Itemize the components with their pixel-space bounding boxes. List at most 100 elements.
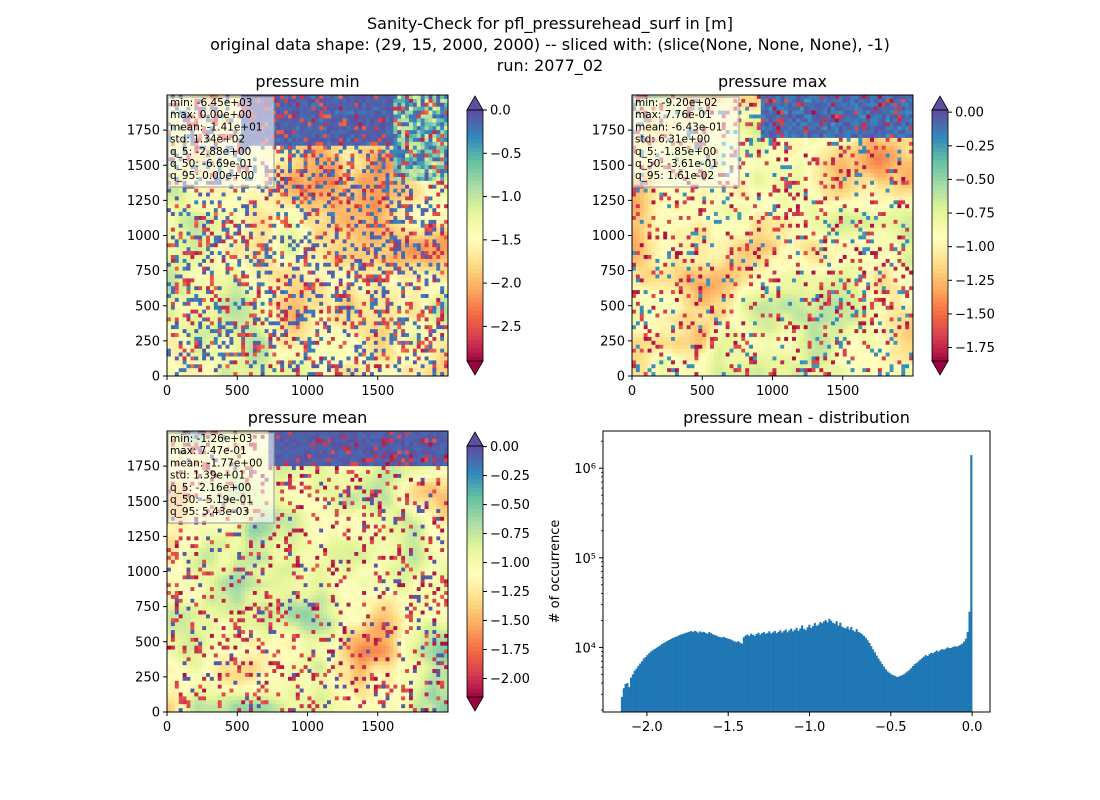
heatmap-cell [311,294,316,299]
heatmap-cell [377,227,383,232]
heatmap-cell [170,266,176,272]
heatmap-cell [412,134,418,139]
heatmap-cell [287,196,293,201]
heatmap-cell [311,329,316,334]
heatmap-cell [241,231,246,236]
heatmap-cell [260,223,265,229]
heatmap-cell [420,122,425,127]
heatmap-cell [248,212,254,217]
heatmap-cell [202,290,207,295]
heatmap-cell [350,169,355,174]
heatmap-cell [334,235,340,240]
heatmap-cell [276,137,281,143]
heatmap-cell [260,301,265,307]
heatmap-cell [202,223,207,229]
heatmap-cell [167,274,172,279]
heatmap-cell [354,239,359,244]
heatmap-cell [260,227,265,232]
heatmap-cell [416,153,422,158]
heatmap-cell [346,321,351,326]
heatmap-cell [167,196,172,201]
heatmap-cell [170,208,176,213]
heatmap-cell [373,188,379,193]
heatmap-cell [405,235,410,240]
heatmap-cell [408,161,414,166]
heatmap-cell [217,360,223,365]
heatmap-cell [342,169,347,174]
heatmap-cell [424,188,429,193]
heatmap-cell [334,173,340,178]
heatmap-cell [346,305,351,311]
heatmap-cell [170,212,176,217]
heatmap-cell [338,145,344,151]
heatmap-cell [221,325,226,330]
heatmap-cell [342,251,347,256]
heatmap-cell [362,239,367,244]
heatmap-cell [342,212,347,217]
heatmap-cell [436,360,441,365]
heatmap-cell [186,344,191,350]
heatmap-cell [307,321,312,326]
heatmap-cell [241,188,246,193]
heatmap-cell [350,130,355,135]
heatmap-cell [170,352,176,357]
heatmap-cell [167,227,172,232]
heatmap-cell [311,212,316,217]
heatmap-cell [276,333,281,338]
heatmap-cell [436,356,441,361]
heatmap-cell [272,137,277,143]
heatmap-cell [373,219,379,225]
heatmap-cell [221,348,226,353]
heatmap-cell [272,282,277,287]
heatmap-cell [248,204,254,209]
heatmap-cell [241,348,246,353]
heatmap-cell [424,301,429,307]
heatmap-cell [389,352,394,357]
heatmap-cell [416,173,422,178]
heatmap-cell [401,126,406,131]
heatmap-cell [334,255,340,260]
heatmap-cell [366,235,371,240]
heatmap-cell [276,286,281,291]
heatmap-cell [252,247,258,252]
heatmap-cell [295,141,301,147]
heatmap-cell [424,258,429,264]
heatmap-cell [272,270,277,275]
heatmap-cell [412,301,418,307]
heatmap-cell [428,169,433,174]
heatmap-cell [311,243,316,248]
heatmap-cell [182,192,187,197]
heatmap-cell [358,102,363,108]
heatmap-cell [358,149,363,154]
heatmap-cell [408,329,414,334]
heatmap-cell [342,106,347,112]
heatmap-cell [412,180,418,186]
heatmap-cell [377,192,383,197]
heatmap-cell [287,235,293,240]
heatmap-cell [362,200,367,205]
heatmap-cell [323,336,328,342]
heatmap-cell [327,141,332,147]
heatmap-cell [397,114,402,119]
heatmap-cell [295,215,301,221]
heatmap-cell [377,169,383,174]
heatmap-cell [369,258,375,264]
heatmap-cell [440,204,445,209]
heatmap-cell [307,231,312,236]
heatmap-cell [209,301,215,307]
heatmap-cell [381,340,386,346]
heatmap-cell [369,274,375,279]
heatmap-cell [440,184,445,190]
heatmap-cell [167,309,172,314]
heatmap-cell [342,305,347,311]
heatmap-cell [190,356,195,361]
heatmap-cell [334,118,340,123]
heatmap-cell [229,333,234,338]
heatmap-cell [385,149,390,154]
heatmap-cell [420,231,425,236]
heatmap-cell [416,333,422,338]
heatmap-cell [209,340,215,346]
heatmap-cell [436,114,441,119]
heatmap-cell [440,255,445,260]
